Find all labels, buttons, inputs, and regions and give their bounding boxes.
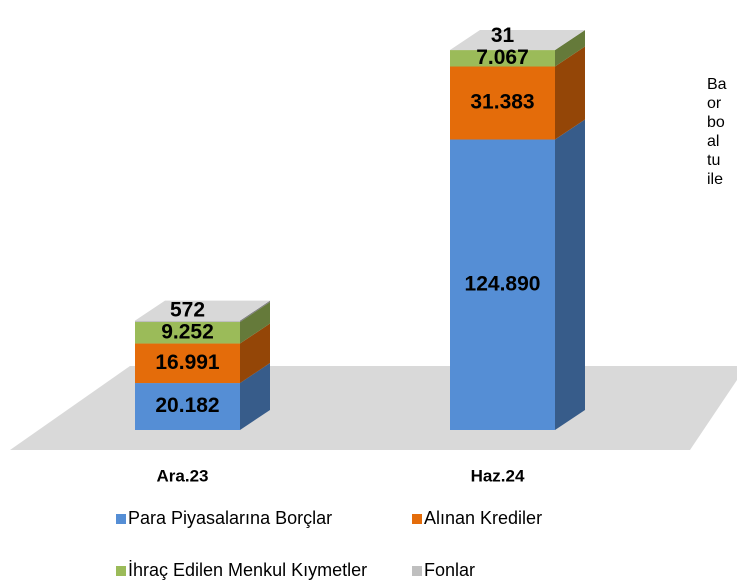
bar-top [450,30,585,50]
legend-marker [412,566,422,576]
side-text: or [707,95,722,112]
value-label: 9.252 [161,320,214,343]
legend-marker [116,514,126,524]
bar-segment [135,343,240,384]
bar-segment [450,139,555,430]
side-text: ile [707,171,723,188]
bar-side [555,30,585,51]
bar-side [240,302,270,344]
legend-label: Fonlar [424,560,475,580]
value-label: 7.067 [476,46,529,69]
x-tick-label: Haz.24 [471,466,525,485]
bar-side [240,300,270,323]
legend-label: İhraç Edilen Menkul Kıymetler [128,560,367,580]
legend-marker [116,566,126,576]
bar-segment [450,66,555,140]
bar-top [135,300,270,321]
legend-label: Para Piyasalarına Borçlar [128,508,332,528]
bar-segment [135,320,240,323]
bar-side [240,363,270,430]
bar-side [555,46,585,140]
side-text: bo [707,114,725,131]
bar-side [555,30,585,67]
value-label: 124.890 [465,272,541,295]
value-label: 16.991 [155,351,220,374]
legend-label: Alınan Krediler [424,508,542,528]
bar-side [555,119,585,430]
value-label: 20.182 [155,394,219,417]
side-text: Ba [707,76,727,93]
legend-marker [412,514,422,524]
value-label: 31 [491,24,515,47]
x-tick-label: Ara.23 [157,466,209,485]
bar-segment [135,383,240,430]
bar-side [240,323,270,384]
bar-segment [135,322,240,344]
side-text: al [707,133,719,150]
side-text: tu [707,152,720,169]
value-label: 572 [170,298,205,321]
bar-segment [450,50,555,67]
value-label: 31.383 [470,91,534,114]
floor [10,366,737,450]
